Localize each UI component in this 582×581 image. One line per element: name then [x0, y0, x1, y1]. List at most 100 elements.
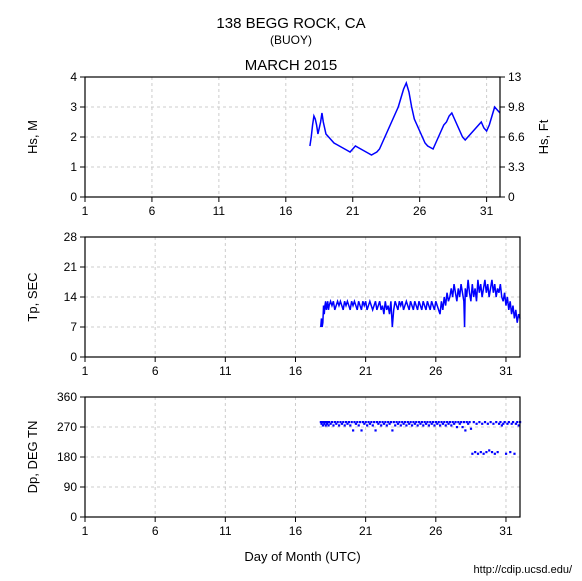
y-tick-label: 21 [64, 260, 78, 274]
data-point [332, 424, 334, 426]
y-tick-label-right: 3.3 [508, 160, 525, 174]
data-point [439, 424, 441, 426]
x-tick-label: 6 [152, 524, 159, 538]
data-point [400, 424, 402, 426]
data-point [352, 429, 354, 431]
data-point [384, 421, 386, 423]
subtitle: (BUOY) [270, 33, 312, 47]
data-point [356, 421, 358, 423]
y-tick-label: 1 [70, 160, 77, 174]
y-tick-label: 360 [57, 390, 77, 404]
data-point [445, 424, 447, 426]
x-tick-label: 1 [82, 524, 89, 538]
y-tick-label: 2 [70, 130, 77, 144]
data-point [386, 424, 388, 426]
data-point [512, 421, 514, 423]
data-point [393, 421, 395, 423]
data-point [349, 424, 351, 426]
data-point [461, 426, 463, 428]
data-point [426, 421, 428, 423]
data-point [331, 421, 333, 423]
data-point [487, 423, 489, 425]
data-point [373, 421, 375, 423]
chart-container: 138 BEGG ROCK, CA(BUOY)MARCH 20151611162… [0, 0, 582, 581]
y-axis-label-right: Hs, Ft [536, 119, 551, 154]
data-point [464, 429, 466, 431]
data-line [310, 83, 500, 155]
x-tick-label: 26 [429, 364, 443, 378]
x-tick-label: 11 [213, 204, 226, 218]
x-tick-label: 26 [413, 204, 427, 218]
data-point [372, 424, 374, 426]
data-point [481, 423, 483, 425]
x-tick-label: 1 [82, 364, 89, 378]
y-tick-label-right: 9.8 [508, 100, 525, 114]
data-point [504, 421, 506, 423]
data-point [380, 424, 382, 426]
y-tick-label: 14 [64, 290, 78, 304]
data-point [509, 451, 511, 453]
y-tick-label: 3 [70, 100, 77, 114]
data-point [337, 421, 339, 423]
month-title: MARCH 2015 [245, 57, 338, 74]
data-point [374, 429, 376, 431]
x-tick-label: 31 [499, 524, 513, 538]
data-point [379, 421, 381, 423]
data-point [428, 424, 430, 426]
y-tick-label-right: 6.6 [508, 130, 525, 144]
data-point [411, 424, 413, 426]
data-point [394, 424, 396, 426]
y-tick-label-right: 0 [508, 190, 515, 204]
x-tick-label: 16 [279, 204, 293, 218]
x-tick-label: 11 [219, 364, 232, 378]
data-point [471, 453, 473, 455]
data-point [491, 451, 493, 453]
x-tick-label: 16 [289, 524, 303, 538]
data-point [473, 421, 475, 423]
data-point [470, 428, 472, 430]
data-point [344, 424, 346, 426]
data-point [494, 453, 496, 455]
y-tick-label: 0 [70, 190, 77, 204]
title: 138 BEGG ROCK, CA [216, 15, 365, 32]
data-point [438, 421, 440, 423]
data-point [495, 421, 497, 423]
data-point [359, 421, 361, 423]
data-point [398, 421, 400, 423]
y-tick-label: 4 [70, 70, 77, 84]
data-point [490, 421, 492, 423]
x-axis-label: Day of Month (UTC) [244, 549, 360, 564]
data-point [497, 451, 499, 453]
data-point [456, 426, 458, 428]
data-point [483, 453, 485, 455]
data-point [404, 421, 406, 423]
data-point [327, 424, 329, 426]
x-tick-label: 16 [289, 364, 303, 378]
data-point [390, 421, 392, 423]
data-point [460, 421, 462, 423]
data-point [485, 451, 487, 453]
x-tick-label: 31 [499, 364, 513, 378]
x-tick-label: 6 [152, 364, 159, 378]
y-tick-label: 0 [70, 510, 77, 524]
y-axis-label: Dp, DEG TN [25, 421, 40, 494]
data-point [370, 421, 372, 423]
data-point [360, 429, 362, 431]
data-point [433, 424, 435, 426]
data-point [463, 421, 465, 423]
data-point [421, 421, 423, 423]
data-point [358, 424, 360, 426]
chart-svg: 138 BEGG ROCK, CA(BUOY)MARCH 20151611162… [0, 0, 582, 581]
data-line [321, 280, 520, 327]
data-point [422, 424, 424, 426]
data-point [516, 421, 518, 423]
x-tick-label: 31 [480, 204, 494, 218]
y-tick-label-right: 13 [508, 70, 522, 84]
data-point [476, 423, 478, 425]
x-tick-label: 21 [359, 524, 373, 538]
data-point [468, 421, 470, 423]
data-point [366, 424, 368, 426]
y-tick-label: 7 [70, 320, 77, 334]
y-tick-label: 28 [64, 230, 78, 244]
data-point [499, 421, 501, 423]
